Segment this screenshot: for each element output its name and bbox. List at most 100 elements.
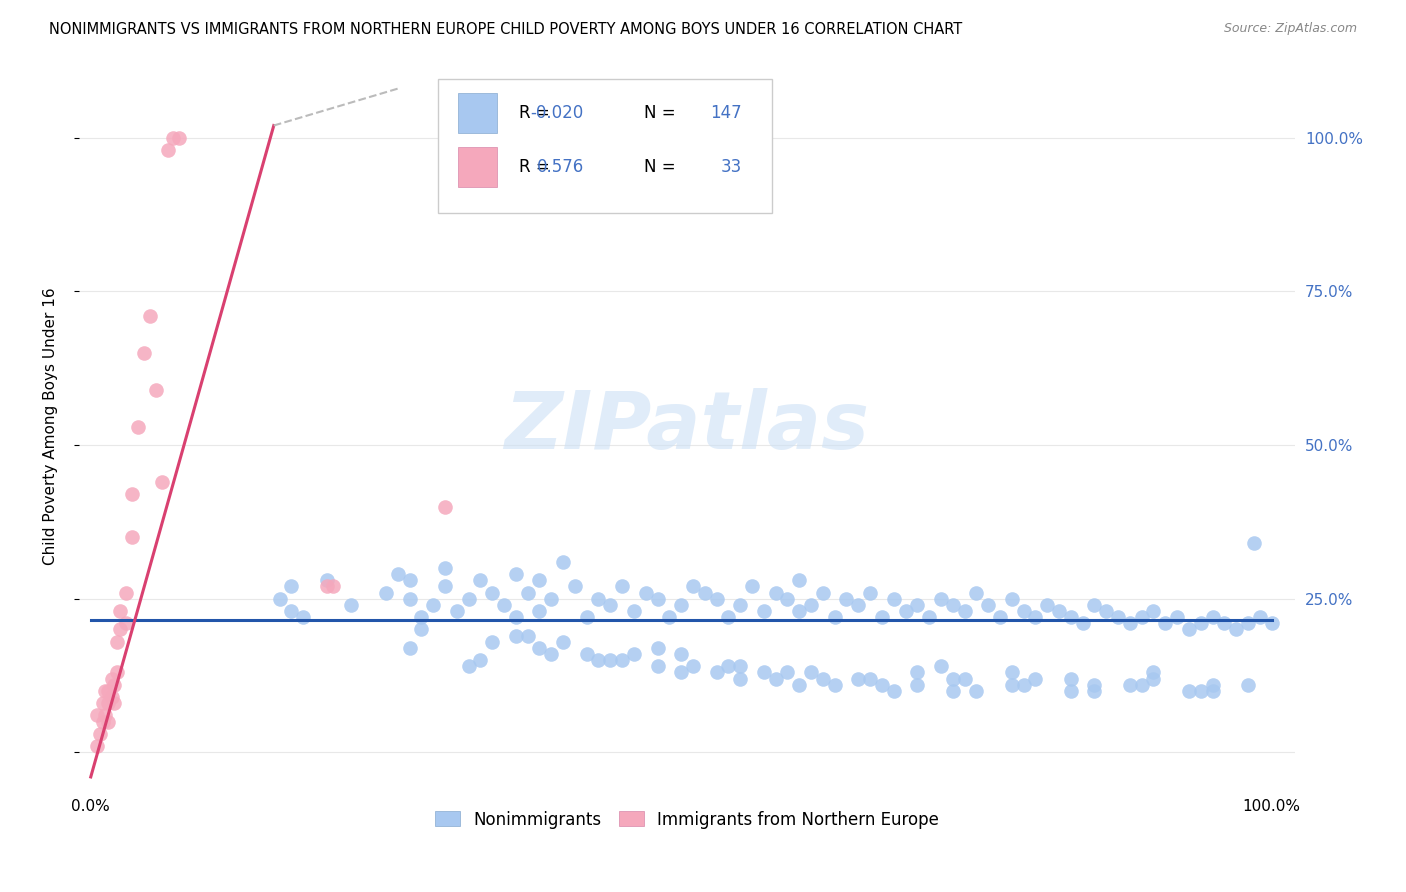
Point [693,585,716,599]
Point [481,585,503,599]
Point [1142,604,1164,618]
Point [929,659,952,673]
Point [505,629,527,643]
Point [411,610,433,624]
Point [505,610,527,624]
Point [1201,678,1223,692]
Point [115,616,138,631]
Point [728,672,751,686]
Point [811,672,834,686]
Point [752,665,775,680]
Point [1012,678,1035,692]
Point [669,665,692,680]
Point [776,591,799,606]
Text: N =: N = [644,159,676,177]
Point [1237,616,1260,631]
Point [942,598,965,612]
Point [1154,616,1177,631]
Point [422,598,444,612]
Point [540,647,562,661]
Point [942,672,965,686]
Point [1189,616,1212,631]
Point [588,591,610,606]
Point [1024,610,1046,624]
Point [905,665,928,680]
Point [835,591,858,606]
Point [1201,684,1223,698]
Point [1071,616,1094,631]
Point [162,130,184,145]
Bar [458,93,498,133]
Point [1249,610,1271,624]
Point [717,659,740,673]
Text: R =: R = [519,159,550,177]
Point [894,604,917,618]
Point [516,585,538,599]
Point [977,598,1000,612]
Point [752,604,775,618]
Point [470,574,492,588]
Legend: Nonimmigrants, Immigrants from Northern Europe: Nonimmigrants, Immigrants from Northern … [429,804,945,835]
Point [1225,623,1247,637]
Text: NONIMMIGRANTS VS IMMIGRANTS FROM NORTHERN EUROPE CHILD POVERTY AMONG BOYS UNDER : NONIMMIGRANTS VS IMMIGRANTS FROM NORTHER… [49,22,963,37]
Point [145,383,167,397]
Point [457,659,479,673]
Point [121,487,143,501]
Point [859,585,882,599]
Point [91,696,114,710]
Point [787,574,810,588]
Point [1083,598,1105,612]
Point [551,555,574,569]
Point [470,653,492,667]
Point [433,579,456,593]
Point [1060,672,1083,686]
Point [588,653,610,667]
Point [741,579,763,593]
Point [103,696,125,710]
Point [150,475,173,489]
Point [1001,591,1024,606]
Point [110,604,132,618]
Point [269,591,291,606]
Point [682,659,704,673]
Point [492,598,515,612]
Point [1178,684,1201,698]
Point [1201,610,1223,624]
Point [411,623,433,637]
Point [800,665,823,680]
Point [883,684,905,698]
Point [529,604,551,618]
Text: 147: 147 [710,104,742,122]
Bar [458,147,498,187]
Point [623,647,645,661]
Point [765,585,787,599]
Text: R =: R = [519,104,550,122]
Point [811,585,834,599]
Point [540,591,562,606]
Point [322,579,344,593]
Point [905,678,928,692]
Point [1260,616,1282,631]
Point [375,585,398,599]
Point [457,591,479,606]
Point [1130,678,1153,692]
Point [1142,672,1164,686]
Text: 0.576: 0.576 [537,159,583,177]
Point [918,610,941,624]
Point [859,672,882,686]
Point [634,585,657,599]
Point [127,419,149,434]
Point [1083,684,1105,698]
Point [280,579,302,593]
Point [1036,598,1059,612]
Point [292,610,315,624]
Point [169,130,191,145]
Text: N =: N = [644,104,676,122]
Point [658,610,681,624]
Point [132,346,155,360]
Point [94,708,117,723]
Point [623,604,645,618]
Point [787,604,810,618]
Point [905,598,928,612]
Point [647,640,669,655]
